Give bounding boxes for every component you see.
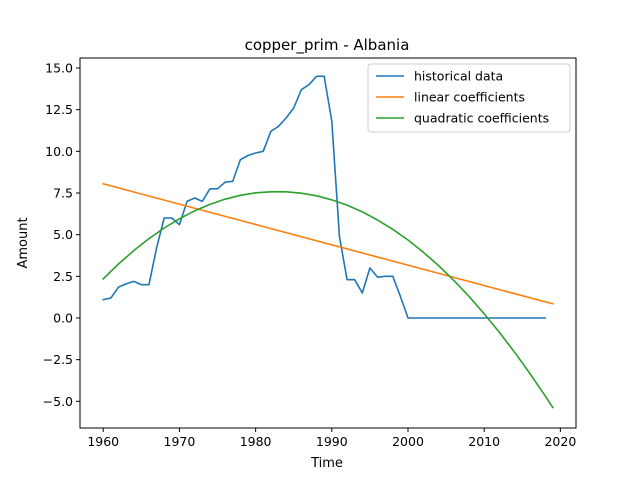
ticks-layer: 1960 1970 1980 1990 2000 2010 2020 −5.0 −2.5 0.0 2…	[43, 61, 577, 450]
y-tick-label: 12.5	[45, 102, 73, 117]
y-tick-label: 2.5	[53, 269, 73, 284]
series-line-0	[102, 75, 546, 319]
y-tick-label: −2.5	[43, 352, 73, 367]
x-tick-label: 1960	[87, 434, 119, 449]
plot-frame	[79, 57, 577, 429]
x-tick-label: 1990	[316, 434, 348, 449]
legend-label: historical data	[414, 69, 503, 84]
x-axis-label: Time	[310, 456, 343, 471]
legend: historical data linear coefficients quadra…	[367, 63, 571, 133]
legend-label: quadratic coefficients	[414, 111, 549, 126]
y-tick-label: 5.0	[53, 227, 73, 242]
series-line-1	[102, 182, 554, 305]
x-tick-label: 1980	[240, 434, 272, 449]
series-line-2	[102, 190, 554, 409]
y-tick-label: 0.0	[53, 311, 73, 326]
x-tick-label: 2020	[544, 434, 576, 449]
x-tick-label: 2010	[468, 434, 500, 449]
chart-title: copper_prim - Albania	[245, 36, 410, 55]
y-axis-label: Amount	[16, 217, 31, 268]
legend-box	[367, 63, 571, 133]
y-tick-label: 15.0	[45, 61, 73, 76]
y-tick-label: 10.0	[45, 144, 73, 159]
series-layer	[102, 75, 554, 409]
x-tick-label: 2000	[392, 434, 424, 449]
legend-label: linear coefficients	[414, 90, 525, 105]
y-tick-label: 7.5	[53, 186, 73, 201]
x-tick-label: 1970	[164, 434, 196, 449]
y-tick-label: −5.0	[43, 394, 73, 409]
